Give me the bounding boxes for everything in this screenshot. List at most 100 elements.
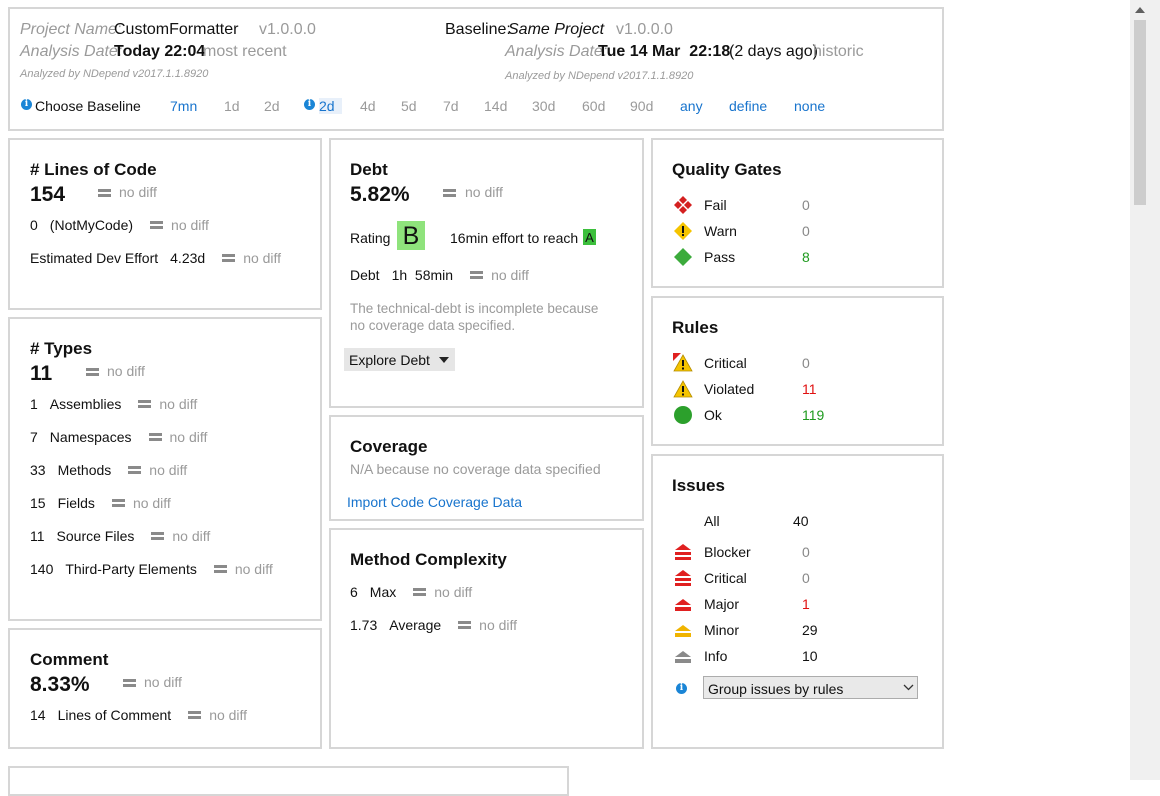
metric-value: 8.33% [30, 673, 90, 696]
metric-row: 0 (NotMyCode) no diff [30, 217, 209, 233]
metric-value: 11 [30, 362, 53, 385]
status-value: 119 [802, 407, 825, 423]
explore-debt-button[interactable]: Explore Debt [344, 348, 455, 371]
status-label: Ok [704, 407, 722, 423]
choose-baseline-label: Choose Baseline [35, 98, 141, 114]
scroll-thumb[interactable] [1134, 20, 1146, 205]
rating-label: Rating [350, 230, 391, 246]
baseline-label: Baseline: [445, 21, 511, 38]
metric-label: Estimated Dev Effort [30, 250, 159, 266]
baseline-option[interactable]: 2d [319, 98, 342, 114]
analysis-date: Today 22:04 [114, 43, 206, 60]
status-value: 11 [802, 381, 817, 397]
diff: no diff [234, 561, 273, 577]
no-diff-icon [148, 433, 162, 441]
metric-label: (NotMyCode) [49, 217, 134, 233]
panel-title: # Lines of Code [30, 160, 157, 179]
no-diff-icon [188, 711, 202, 719]
baseline-option[interactable]: any [680, 98, 703, 114]
status-icon [673, 221, 693, 244]
no-diff-icon [128, 466, 142, 474]
diff: no diff [169, 429, 208, 445]
status-icon [673, 542, 693, 565]
dropdown-arrow [439, 357, 449, 363]
baseline-name: Same Project [508, 21, 605, 38]
diff: no diff [149, 462, 188, 478]
status-value: 8 [802, 249, 810, 265]
info-icon: i [21, 99, 32, 110]
status-label: Major [704, 596, 740, 612]
panel [651, 296, 944, 446]
date-note: historic [813, 43, 864, 60]
panel-title: Coverage [350, 437, 428, 456]
diff: no diff [107, 363, 145, 379]
diff: no diff [132, 495, 171, 511]
metric-label: Debt [350, 267, 380, 283]
diff: no diff [172, 528, 211, 544]
panel-title: Method Complexity [350, 550, 507, 569]
metric-label: Fields [57, 495, 95, 511]
panel [329, 528, 644, 749]
baseline-option[interactable]: define [729, 98, 768, 114]
scrollbar[interactable] [1130, 0, 1160, 780]
status-icon [673, 379, 693, 402]
no-diff-icon [222, 254, 236, 262]
panel-title: Comment [30, 650, 109, 669]
baseline-option[interactable]: 7d [443, 98, 459, 114]
diff: no diff [243, 250, 282, 266]
status-icon [673, 620, 693, 643]
baseline-version: v1.0.0.0 [616, 21, 673, 38]
baseline-option[interactable]: 90d [630, 98, 654, 114]
metric-value: 0 [30, 217, 38, 233]
status-label: Pass [704, 249, 736, 265]
no-diff-icon [111, 499, 125, 507]
status-value: 10 [802, 648, 818, 664]
baseline-option[interactable]: 60d [582, 98, 606, 114]
scroll-up-arrow[interactable] [1135, 7, 1145, 13]
metric-value: 11 [30, 528, 45, 544]
metric-value: 4.23d [170, 250, 206, 266]
status-value: 0 [802, 544, 810, 560]
metric-row: 140 Third-Party Elements no diff [30, 561, 273, 577]
baseline-option[interactable]: none [794, 98, 826, 114]
no-diff-icon [98, 189, 111, 197]
panel-title: Issues [672, 476, 725, 495]
no-diff-icon [150, 221, 164, 229]
panel-title: Rules [672, 318, 719, 337]
baseline-option[interactable]: 7mn [170, 98, 198, 114]
effort-text: 16min effort to reach [450, 230, 579, 246]
no-diff-icon [470, 271, 484, 279]
coverage-note: N/A because no coverage data specified [350, 461, 601, 477]
panel [651, 138, 944, 288]
baseline-option[interactable]: 2d [264, 98, 280, 114]
baseline-option[interactable]: 30d [532, 98, 556, 114]
button-label: Explore Debt [349, 352, 430, 368]
baseline-option[interactable]: 14d [484, 98, 508, 114]
baseline-option[interactable]: 1d [224, 98, 240, 114]
metric-label: Source Files [56, 528, 135, 544]
no-diff-icon [443, 189, 456, 197]
panel-title: Quality Gates [672, 160, 782, 179]
target-rating: A [583, 229, 596, 245]
no-diff-icon [86, 368, 99, 376]
status-value: 29 [802, 622, 818, 638]
select-chevron [903, 684, 914, 691]
status-label: Info [704, 648, 728, 664]
baseline-option[interactable]: 5d [401, 98, 417, 114]
metric-label: Average [389, 617, 442, 633]
diff: no diff [209, 707, 248, 723]
group-by-select[interactable]: Group issues by rules [703, 676, 918, 699]
diff: no diff [171, 217, 209, 233]
metric-value: 7 [30, 429, 38, 445]
metric-value: 33 [30, 462, 46, 478]
metric-row: 7 Namespaces no diff [30, 429, 207, 445]
metric-row: 1.73 Average no diff [350, 617, 517, 633]
metric-label: Third-Party Elements [65, 561, 197, 577]
status-label: Fail [704, 197, 727, 213]
baseline-option[interactable]: 4d [360, 98, 376, 114]
status-label: Violated [704, 381, 755, 397]
import-coverage-link[interactable]: Import Code Coverage Data [347, 494, 523, 510]
no-diff-icon [123, 679, 136, 687]
metric-value: 1.73 [350, 617, 378, 633]
status-label: Blocker [704, 544, 751, 560]
